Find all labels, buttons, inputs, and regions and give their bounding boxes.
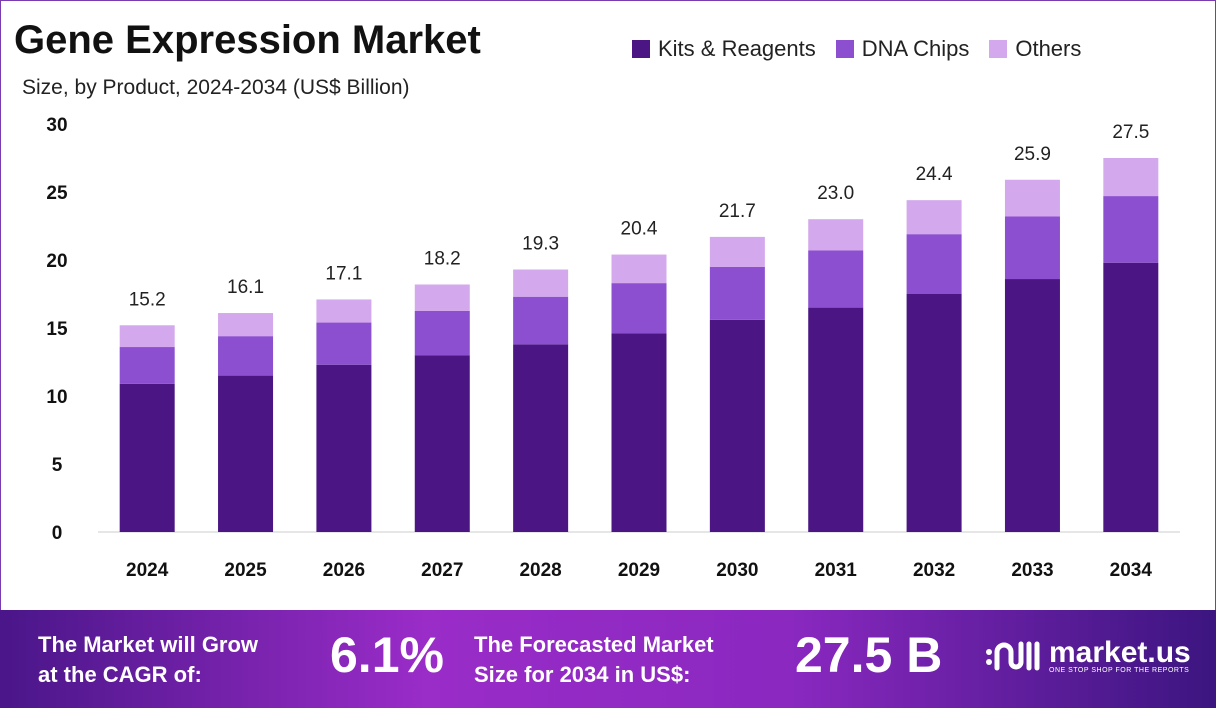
bar-segment-others	[316, 299, 372, 323]
bar-segment-others	[218, 313, 274, 337]
bar-segment-dna-chips	[906, 234, 962, 294]
bar-segment-others	[1103, 158, 1159, 197]
bar-segment-others	[1004, 179, 1060, 217]
bar-total-label: 18.2	[424, 248, 461, 269]
forecast-value: 27.5 B	[795, 627, 943, 683]
bar-total-label: 24.4	[916, 164, 953, 185]
forecast-label-line2: Size for 2034 in US$:	[474, 662, 691, 687]
bar-total-label: 19.3	[522, 234, 559, 255]
bar-segment-kits-reagents	[414, 355, 470, 532]
bar-segment-dna-chips	[119, 347, 175, 384]
legend-label: Others	[1015, 36, 1082, 61]
forecast-label-line1: The Forecasted Market	[474, 632, 714, 657]
y-tick-label: 10	[46, 387, 67, 408]
bar-segment-dna-chips	[513, 296, 569, 345]
x-tick-label: 2031	[815, 560, 858, 581]
legend-item-kits: Kits & Reagents	[632, 36, 816, 62]
chart-title: Gene Expression Market	[14, 18, 481, 62]
legend: Kits & Reagents DNA Chips Others	[632, 36, 1081, 62]
bar-segment-others	[513, 269, 569, 297]
y-tick-label: 20	[46, 251, 67, 272]
market-us-logo-icon	[986, 641, 1040, 671]
bar-segment-dna-chips	[414, 311, 470, 356]
legend-label: Kits & Reagents	[658, 36, 816, 61]
forecast-label: The Forecasted Market Size for 2034 in US…	[474, 630, 774, 690]
x-tick-label: 2034	[1110, 560, 1153, 581]
cagr-value: 6.1%	[330, 627, 444, 683]
bar-segment-dna-chips	[218, 336, 274, 376]
bar-segment-kits-reagents	[316, 364, 372, 532]
bar-segment-dna-chips	[1103, 196, 1159, 263]
bar-total-label: 17.1	[325, 263, 362, 284]
bar-segment-dna-chips	[709, 266, 765, 320]
y-tick-label: 0	[52, 523, 63, 544]
bar-segment-dna-chips	[611, 283, 667, 334]
bar-segment-others	[808, 219, 864, 251]
x-tick-label: 2027	[421, 560, 463, 581]
bar-segment-kits-reagents	[218, 375, 274, 532]
bar-segment-kits-reagents	[1004, 279, 1060, 532]
bar-total-label: 15.2	[129, 289, 166, 310]
bar-chart: 05101520253015.2202416.1202517.1202618.2…	[46, 115, 1180, 581]
footer-banner: The Market will Grow at the CAGR of: 6.1%…	[0, 610, 1216, 708]
legend-swatch-others	[989, 40, 1008, 58]
cagr-label-line1: The Market will Grow	[38, 632, 259, 657]
bar-segment-dna-chips	[808, 250, 864, 308]
bar-segment-kits-reagents	[808, 307, 864, 532]
chart-subtitle: Size, by Product, 2024-2034 (US$ Billion…	[22, 76, 410, 99]
bar-segment-kits-reagents	[906, 294, 962, 532]
bar-total-label: 16.1	[227, 277, 264, 298]
bar-total-label: 20.4	[621, 219, 658, 240]
bar-segment-others	[709, 236, 765, 267]
x-tick-label: 2025	[224, 560, 267, 581]
x-tick-label: 2024	[126, 560, 169, 581]
y-tick-label: 5	[52, 455, 63, 476]
legend-item-dna-chips: DNA Chips	[835, 36, 970, 62]
bar-segment-others	[119, 325, 175, 348]
x-tick-label: 2030	[716, 560, 758, 581]
x-tick-label: 2028	[519, 560, 561, 581]
x-tick-label: 2029	[618, 560, 660, 581]
logo-tagline: ONE STOP SHOP FOR THE REPORTS	[1049, 666, 1190, 674]
bar-total-label: 21.7	[719, 201, 756, 222]
y-tick-label: 15	[46, 319, 68, 340]
bar-segment-others	[611, 254, 667, 284]
cagr-label-line2: at the CAGR of:	[38, 662, 202, 687]
legend-label: DNA Chips	[861, 36, 970, 61]
bar-segment-dna-chips	[1004, 216, 1060, 280]
y-tick-label: 25	[46, 183, 68, 204]
bar-segment-kits-reagents	[513, 344, 569, 532]
legend-swatch-dna-chips	[835, 40, 854, 58]
legend-item-others: Others	[989, 36, 1081, 62]
bar-segment-others	[414, 284, 470, 311]
bar-segment-kits-reagents	[611, 333, 667, 532]
x-tick-label: 2032	[913, 560, 955, 581]
cagr-label: The Market will Grow at the CAGR of:	[38, 630, 323, 690]
bar-total-label: 27.5	[1112, 122, 1149, 143]
bar-segment-kits-reagents	[119, 383, 175, 532]
bar-total-label: 23.0	[817, 183, 854, 204]
market-us-logo: market.us ONE STOP SHOP FOR THE REPORTS	[985, 635, 1191, 674]
x-tick-label: 2026	[323, 560, 365, 581]
y-tick-label: 30	[46, 115, 67, 136]
bar-segment-others	[906, 200, 962, 235]
legend-swatch-kits	[632, 40, 650, 58]
bar-total-label: 25.9	[1014, 144, 1051, 165]
logo-text: market.us	[1049, 635, 1191, 669]
x-tick-label: 2033	[1011, 560, 1053, 581]
bar-segment-kits-reagents	[1103, 262, 1159, 532]
bar-segment-kits-reagents	[709, 319, 765, 532]
bar-segment-dna-chips	[316, 322, 372, 365]
